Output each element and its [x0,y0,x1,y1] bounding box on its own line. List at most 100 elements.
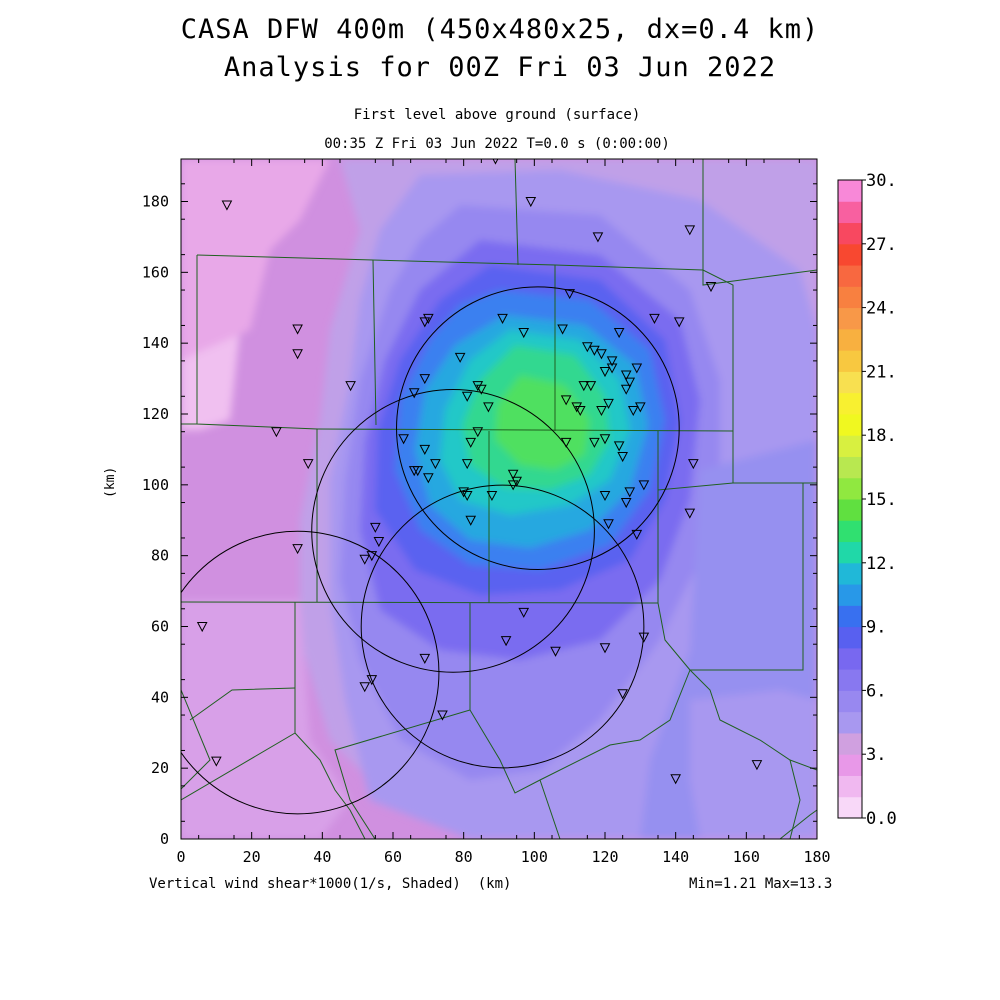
y-tick-label: 140 [142,334,169,352]
station-marker [688,459,699,470]
station-marker [472,381,484,392]
station-marker [635,402,646,413]
station-marker [599,643,611,654]
station-marker [596,405,607,417]
station-marker [613,328,625,339]
station-marker [684,508,696,519]
x-axis-label: (km) [477,876,512,892]
county-border [469,669,691,794]
station-marker [419,317,431,328]
station-marker [582,342,593,353]
station-marker [560,395,572,406]
shade-level-2-northwest [181,159,330,360]
title-line-1: CASA DFW 400m (450x480x25, dx=0.4 km) [180,14,820,45]
county-border [196,255,318,602]
station-marker [578,381,590,392]
colorbar-label: 3. [866,745,886,765]
x-tick-label: 180 [803,848,830,866]
x-axis: 0 20 40 60 80 100 120 140 160 180 [176,159,831,866]
radar-ring [311,389,595,673]
station-marker [196,622,208,633]
colorbar-swatch [838,328,862,351]
station-marker [627,405,639,417]
colorbar-swatch [838,371,862,394]
colorbar-label: 30. [866,171,897,191]
station-marker [302,459,314,470]
county-border [189,687,296,721]
station-marker [571,402,583,413]
station-marker [550,646,561,657]
station-marker [751,760,763,771]
station-marker [454,352,466,363]
station-marker [617,452,628,463]
station-marker [624,487,636,498]
station-marker [589,345,600,356]
station-marker [606,363,618,374]
station-marker [211,756,222,767]
y-tick-label: 100 [142,476,169,494]
station-marker [437,710,448,721]
station-marker [419,374,431,385]
county-border [789,759,801,839]
station-marker [596,349,607,360]
colorbar-swatch [838,180,862,202]
colorbar-swatch [838,690,862,713]
colorbar-swatch [838,754,862,776]
station-marker [472,427,484,438]
station-marker [366,551,378,562]
station-marker [670,774,681,785]
station-markers [196,159,763,785]
colorbar-swatch [838,584,862,606]
station-marker [603,519,614,530]
x-tick-label: 0 [176,848,185,866]
subtitle-time: 00:35 Z Fri 03 Jun 2022 T=0.0 s (0:00:00… [324,136,670,152]
station-marker [423,313,434,324]
x-tick-label: 60 [384,848,402,866]
station-marker [620,370,632,381]
footer-min-max: Min=1.21 Max=13.3 [689,876,833,892]
colorbar-swatch [838,775,862,798]
y-tick-label: 20 [151,759,169,777]
station-marker [638,480,650,491]
colorbar-swatch [838,350,862,372]
station-marker [620,498,632,509]
colorbar-swatch [838,286,862,309]
colorbar-swatch [838,392,862,415]
colorbar-swatch [838,265,862,287]
colorbar-swatch [838,413,862,436]
radar-ring [396,286,680,570]
station-marker [408,388,420,399]
station-marker [500,636,512,647]
colorbar-swatch [838,456,862,479]
station-marker [638,632,650,643]
station-marker [461,391,473,402]
colorbar-swatch [838,307,862,330]
colorbar-swatch [838,541,862,564]
colorbar-swatch [838,201,862,224]
station-marker [292,349,303,360]
station-marker [560,437,572,448]
station-marker [359,554,371,565]
station-marker [461,459,473,470]
station-marker [430,459,441,470]
county-border [316,428,734,432]
x-tick-label: 20 [243,848,261,866]
station-marker [603,398,614,409]
station-marker [599,367,611,378]
county-border [539,779,561,839]
county-border [779,809,817,839]
station-marker [507,469,519,480]
station-marker [585,381,597,392]
station-marker [476,384,487,395]
footer-field-label: Vertical wind shear*1000(1/s, Shaded) (k… [149,876,511,892]
station-marker [465,437,477,448]
shade-level-3-southwest [181,600,350,839]
radar-ring [360,484,645,769]
station-marker [606,356,618,367]
station-marker [292,324,303,335]
colorbar-label: 24. [866,299,897,319]
station-marker [518,607,530,618]
colorbar-label: 0.0 [866,809,897,829]
station-marker [271,427,282,438]
county-border [689,669,817,771]
